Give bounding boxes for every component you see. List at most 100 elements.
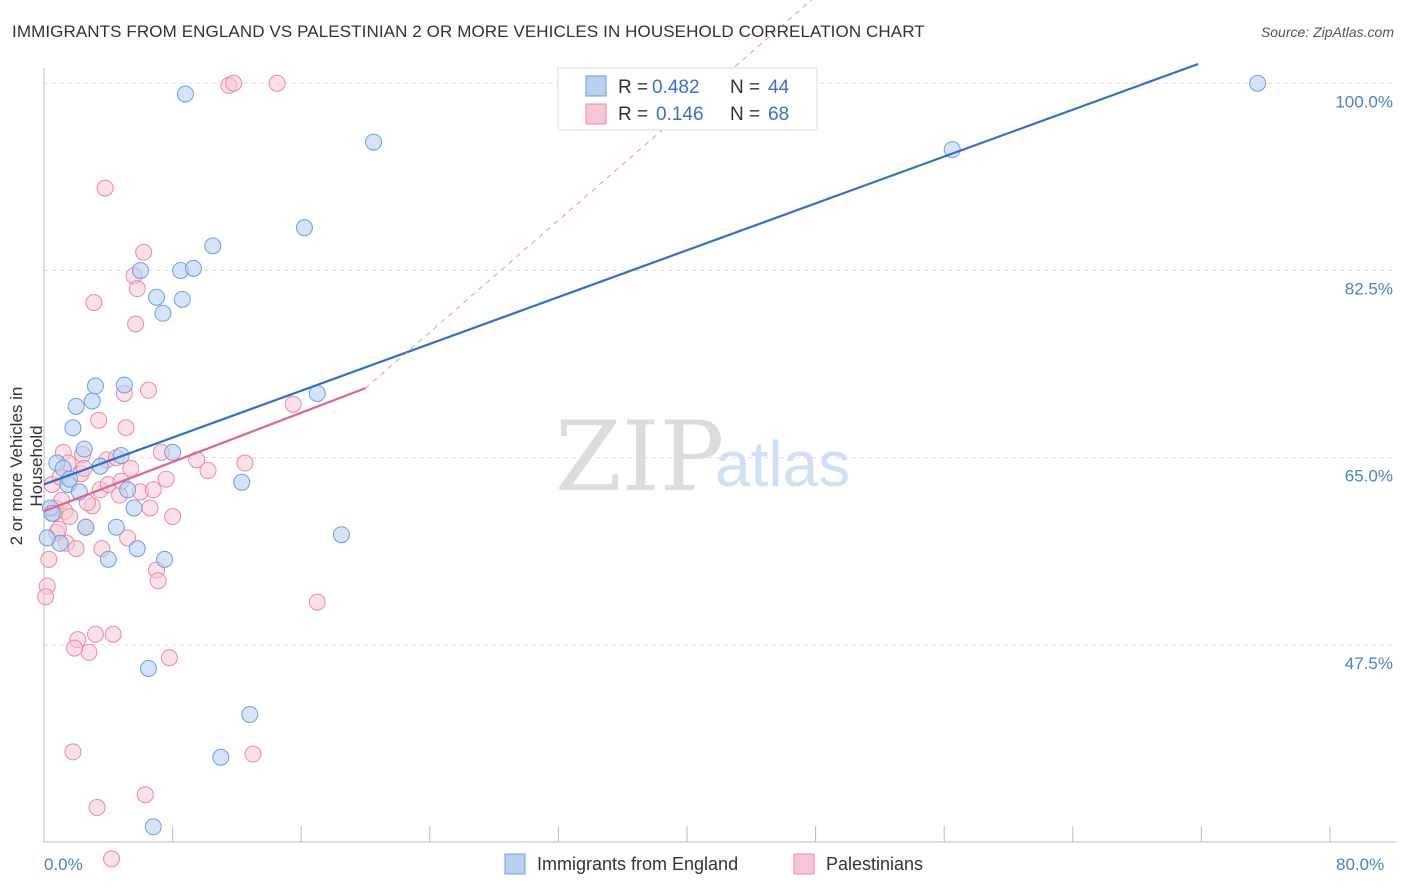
palestinians-point-23 bbox=[90, 411, 108, 429]
palestinians-point-37 bbox=[122, 459, 140, 477]
palestinians-point-63 bbox=[66, 639, 84, 657]
palestinians-trend-extension bbox=[365, 0, 813, 389]
england-point-19 bbox=[119, 481, 137, 499]
england-point-21 bbox=[128, 540, 146, 558]
palestinians-point-62 bbox=[88, 799, 106, 817]
england-point-36 bbox=[241, 705, 259, 723]
england-point-20 bbox=[125, 499, 143, 517]
chart-title: IMMIGRANTS FROM ENGLAND VS PALESTINIAN 2… bbox=[12, 22, 925, 41]
palestinians-point-54 bbox=[199, 462, 217, 480]
palestinians-point-51 bbox=[160, 649, 178, 667]
palestinians-trend-line bbox=[43, 387, 366, 513]
series-legend-label-england: Immigrants from England bbox=[537, 854, 738, 874]
y-tick-label-3: 100.0% bbox=[1335, 92, 1393, 111]
palestinians-point-60 bbox=[284, 395, 302, 413]
watermark: ZIP atlas bbox=[555, 401, 850, 513]
england-point-12 bbox=[83, 392, 101, 410]
palestinians-point-19 bbox=[80, 643, 98, 661]
palestinians-point-45 bbox=[141, 499, 159, 517]
x-tick-label-max: 80.0% bbox=[1336, 855, 1384, 874]
england-point-32 bbox=[184, 259, 202, 277]
source-label: Source: ZipAtlas.com bbox=[1260, 24, 1394, 40]
england-point-42 bbox=[1249, 74, 1267, 92]
england-point-24 bbox=[144, 818, 162, 836]
palestinians-point-1 bbox=[40, 550, 58, 568]
palestinians-point-26 bbox=[96, 179, 114, 197]
correlation-legend: R = 0.482 N = 44 R = 0.146 N = 68 bbox=[557, 67, 818, 131]
palestinians-point-21 bbox=[85, 294, 103, 312]
palestinians-point-57 bbox=[236, 454, 254, 472]
palestinians-point-39 bbox=[127, 315, 145, 333]
england-point-22 bbox=[131, 261, 149, 279]
england-point-43 bbox=[38, 529, 56, 547]
y-tick-label-0: 47.5% bbox=[1345, 654, 1393, 673]
england-trend-line bbox=[43, 62, 1199, 486]
palestinians-point-56 bbox=[225, 74, 243, 92]
england-points bbox=[38, 74, 1267, 836]
palestinians-point-22 bbox=[86, 625, 104, 643]
palestinians-point-50 bbox=[157, 470, 175, 488]
legend-swatch-palestinians bbox=[585, 103, 607, 125]
x-tick-labels: 0.0% 80.0% bbox=[44, 855, 1384, 874]
england-point-35 bbox=[233, 473, 251, 491]
trend-lines bbox=[43, 0, 1199, 513]
palestinians-point-35 bbox=[117, 419, 135, 437]
y-tick-label-1: 65.0% bbox=[1345, 467, 1393, 486]
series-legend: Immigrants from England Palestinians bbox=[504, 853, 923, 875]
palestinians-point-29 bbox=[103, 850, 121, 868]
palestinians-point-36 bbox=[119, 529, 137, 547]
palestinians-point-12 bbox=[64, 743, 82, 761]
legend-r-value-palestinians: 0.146 bbox=[656, 104, 704, 125]
y-tick-label-2: 82.5% bbox=[1345, 279, 1393, 298]
grid-lines bbox=[44, 82, 1396, 646]
legend-r-label-palestinians: R = bbox=[618, 104, 648, 125]
palestinians-point-61 bbox=[308, 593, 326, 611]
england-point-13 bbox=[86, 377, 104, 395]
england-point-16 bbox=[107, 518, 125, 536]
england-point-30 bbox=[173, 290, 191, 308]
england-point-26 bbox=[154, 304, 172, 322]
x-tick-label-min: 0.0% bbox=[44, 855, 83, 874]
legend-n-label-palestinians: N = bbox=[730, 104, 760, 125]
palestinians-point-13 bbox=[67, 540, 85, 558]
watermark-atlas: atlas bbox=[715, 428, 850, 500]
england-point-18 bbox=[115, 376, 133, 394]
legend-r-label-england: R = bbox=[618, 77, 648, 98]
england-point-7 bbox=[64, 419, 82, 437]
england-point-40 bbox=[365, 133, 383, 151]
england-point-23 bbox=[139, 659, 157, 677]
england-point-11 bbox=[77, 518, 95, 536]
palestinians-point-52 bbox=[164, 508, 182, 526]
series-legend-label-palestinians: Palestinians bbox=[826, 854, 923, 874]
england-point-8 bbox=[67, 397, 85, 415]
legend-n-value-palestinians: 68 bbox=[768, 104, 789, 125]
england-point-28 bbox=[164, 443, 182, 461]
palestinians-point-40 bbox=[128, 280, 146, 298]
england-point-27 bbox=[156, 550, 174, 568]
legend-r-value-england: 0.482 bbox=[652, 77, 700, 98]
palestinians-point-58 bbox=[244, 745, 262, 763]
palestinians-point-11 bbox=[61, 508, 79, 526]
england-point-31 bbox=[176, 85, 194, 103]
palestinians-point-30 bbox=[104, 625, 122, 643]
palestinians-point-46 bbox=[144, 481, 162, 499]
legend-n-label-england: N = bbox=[730, 77, 760, 98]
legend-n-value-england: 44 bbox=[768, 77, 790, 98]
england-point-39 bbox=[332, 526, 350, 544]
palestinians-point-42 bbox=[135, 243, 153, 261]
england-point-37 bbox=[295, 219, 313, 237]
england-point-33 bbox=[204, 237, 222, 255]
england-point-25 bbox=[148, 288, 166, 306]
england-point-10 bbox=[75, 440, 93, 458]
watermark-zip: ZIP bbox=[555, 401, 724, 513]
england-point-15 bbox=[99, 550, 117, 568]
series-legend-swatch-england bbox=[504, 853, 526, 875]
palestinians-point-67 bbox=[37, 588, 55, 606]
axes bbox=[43, 68, 1396, 843]
palestinians-point-44 bbox=[139, 381, 157, 399]
england-point-34 bbox=[212, 748, 230, 766]
series-legend-swatch-palestinians bbox=[793, 853, 815, 875]
y-tick-labels: 47.5% 65.0% 82.5% 100.0% bbox=[1335, 92, 1393, 673]
legend-swatch-england bbox=[585, 75, 607, 97]
